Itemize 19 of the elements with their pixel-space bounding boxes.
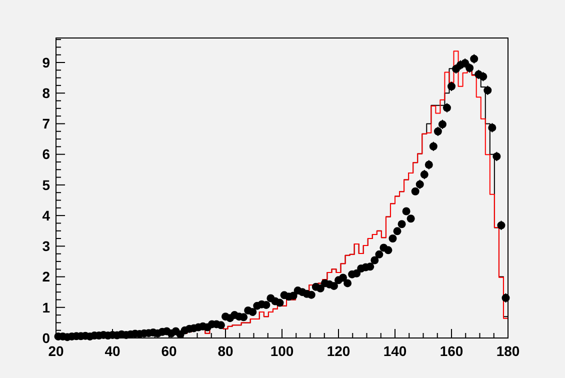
x-tick-label: 60 [161, 343, 177, 359]
x-tick-label: 140 [383, 343, 407, 359]
x-tick-label: 100 [270, 343, 294, 359]
y-tick-label: 9 [42, 54, 50, 70]
y-tick-label: 3 [42, 238, 50, 254]
x-tick-label: 40 [104, 343, 120, 359]
x-tick-label: 20 [48, 343, 64, 359]
y-tick-label: 4 [42, 207, 50, 224]
x-tick-label: 80 [218, 343, 234, 359]
y-tick-label: 6 [42, 146, 50, 162]
x-tick-label: 160 [440, 343, 464, 359]
y-tick-label: 1 [42, 299, 50, 316]
y-tick-label: 7 [42, 116, 50, 132]
x-tick-label: 180 [496, 343, 520, 359]
x-tick-label: 120 [326, 343, 350, 359]
y-tick-label: 5 [42, 176, 50, 193]
y-tick-label: 0 [42, 330, 50, 346]
y-tick-label: 2 [42, 268, 50, 285]
y-tick-label: 8 [42, 85, 50, 101]
